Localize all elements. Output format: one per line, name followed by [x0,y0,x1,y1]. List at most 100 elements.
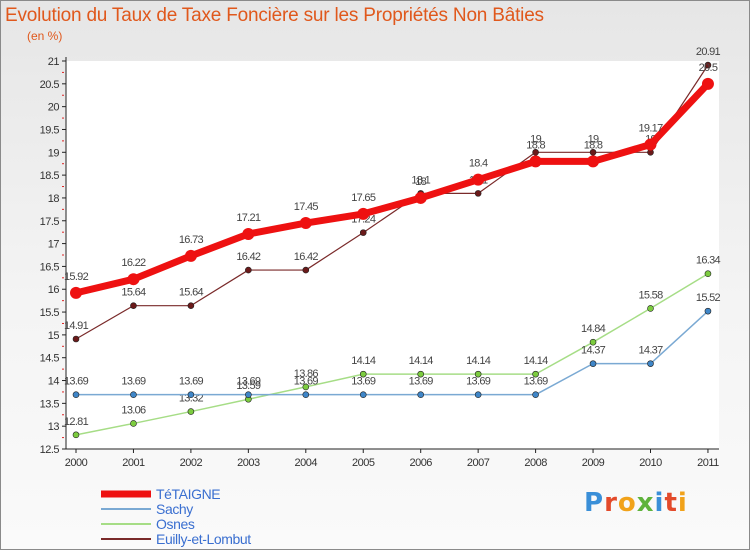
plot-area [66,61,719,449]
data-point [647,305,654,312]
data-point [704,61,712,69]
data-label: 18 [415,176,426,188]
series-sachy: 13.69 13.69 13.69 13.69 13.69 13.69 13.69 13.69… [64,292,721,398]
data-label: 19 [588,133,599,145]
x-tick-label: 2000 [65,457,88,469]
series-line [75,310,709,396]
data-point [242,228,255,241]
x-tick-label: 2004 [295,457,318,469]
data-point [187,408,195,415]
data-point [647,360,654,367]
data-label: 14.37 [581,345,606,357]
data-point [187,391,195,398]
data-label: 17.65 [351,192,376,204]
data-point [130,302,137,309]
data-point [72,391,80,398]
y-tick-label: 18 [48,193,60,205]
y-tick-label: 15.5 [40,307,60,319]
data-label: 19.17 [638,123,663,135]
data-point [529,155,542,168]
proxiti-logo: Proxiti [584,488,688,518]
data-point [359,229,367,236]
data-point [589,360,597,367]
data-point [72,335,80,343]
data-label: 14.14 [466,355,491,367]
data-point [414,191,427,204]
data-label: 13.69 [409,376,434,388]
data-point [359,370,367,378]
data-label: 18.8 [526,139,545,151]
data-point [72,431,80,439]
series-osnes: 12.81 13.06 13.32 13.59 13.86 14.14 14.14 14.14… [64,255,721,439]
data-label: 13.69 [351,376,376,388]
y-tick-label: 14.5 [40,353,60,365]
data-label: 12.81 [64,416,89,428]
data-label: 20.5 [699,62,718,74]
x-tick-label: 2002 [180,457,203,469]
data-label: 15.64 [121,287,146,299]
data-point [357,207,370,220]
data-label: 14.14 [524,355,549,367]
x-tick-label: 2007 [467,457,490,469]
data-point [587,155,600,168]
data-label: 16.73 [179,234,204,246]
y-tick-label: 19 [48,147,60,159]
data-label: 17.21 [236,212,261,224]
data-point [532,391,539,398]
data-label: 18.1 [411,174,430,186]
data-label: 13.69 [466,376,491,388]
data-label: 14.84 [581,323,606,335]
data-point [589,148,597,156]
data-point [704,270,712,278]
data-point [472,173,485,186]
data-label: 13.32 [179,393,204,405]
data-label: 14.14 [351,355,376,367]
legend-label: TéTAIGNE [156,486,220,502]
data-label: 14.91 [64,320,89,332]
data-point [701,77,714,90]
data-label: 16.42 [294,251,319,263]
y-tick-label: 13.5 [40,398,60,410]
legend-label: Osnes [156,516,195,532]
x-tick-label: 2003 [237,457,260,469]
y-tick-label: 19.5 [40,124,60,136]
series-line [72,80,712,297]
x-tick-label: 2006 [409,457,432,469]
data-point [184,249,197,262]
data-point [299,217,312,230]
data-point [302,391,310,398]
data-point [532,148,539,156]
x-tick-label: 2009 [582,457,605,469]
y-tick-label: 15 [48,330,60,342]
data-label: 15.64 [179,287,204,299]
y-tick-label: 16.5 [40,261,60,273]
data-label: 13.06 [121,404,146,416]
data-point [474,190,482,197]
y-tick-label: 21 [48,56,60,68]
data-label: 13.69 [179,376,204,388]
y-tick-label: 16 [48,284,60,296]
legend-label: Euilly-et-Lombut [156,531,251,547]
data-label: 16.42 [236,251,261,263]
data-label: 16.22 [121,257,146,269]
data-label: 13.86 [294,368,319,380]
data-point [417,370,425,378]
data-point [130,391,137,398]
legend-label: Sachy [156,501,193,517]
chart-title: Evolution du Taux de Taxe Foncière sur l… [5,5,544,26]
data-label: 15.52 [696,292,721,304]
data-label: 14.37 [638,345,663,357]
data-point [474,370,482,378]
x-tick-label: 2005 [352,457,375,469]
data-label: 13.69 [64,376,89,388]
data-point [302,383,310,391]
data-label: 13.69 [236,376,261,388]
data-label: 13.69 [294,376,319,388]
data-point [474,391,482,398]
y-tick-label: 18.5 [40,170,60,182]
data-point [704,307,712,315]
x-tick-label: 2010 [639,457,662,469]
